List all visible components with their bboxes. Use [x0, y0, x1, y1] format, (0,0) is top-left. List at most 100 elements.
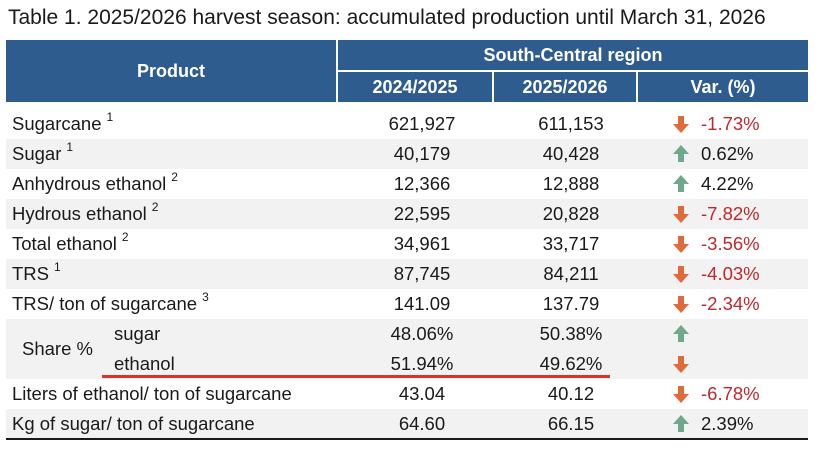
share-sugar-2024: 48.06% [390, 323, 454, 344]
trend-arrow [671, 259, 691, 289]
value-2025: 40,428 [542, 143, 600, 164]
arrow-down-icon [673, 356, 689, 373]
product-label: Liters of ethanol/ ton of sugarcane [12, 383, 292, 404]
product-label: Sugar [12, 143, 62, 164]
product-name: Sugar 1 [12, 139, 73, 169]
arrow-up-icon [673, 325, 689, 342]
value-2024: 87,745 [393, 263, 451, 284]
value-2025: 40.12 [547, 383, 595, 404]
footnote-marker: 1 [66, 140, 74, 154]
product-name: Sugarcane 1 [12, 109, 113, 139]
share-sugar-arrow [671, 319, 691, 349]
variation: -7.82% [701, 203, 760, 224]
table-row: TRS 1 87,745 84,211 -4.03% [6, 259, 808, 289]
trend-arrow [671, 169, 691, 199]
variation: 2.39% [701, 413, 754, 434]
share-sugar-2025: 50.38% [539, 323, 603, 344]
variation: -1.73% [701, 113, 760, 134]
footnote-marker: 1 [106, 110, 114, 124]
share-ethanol-2025: 49.62% [539, 353, 603, 374]
table-row: Total ethanol 2 34,961 33,717 -3.56% [6, 229, 808, 259]
variation: 0.62% [701, 143, 754, 164]
footnote-marker: 2 [121, 230, 129, 244]
arrow-down-icon [673, 236, 689, 253]
product-name: Liters of ethanol/ ton of sugarcane [12, 379, 292, 409]
table-row: Sugar 1 40,179 40,428 0.62% [6, 139, 808, 169]
table-row: Hydrous ethanol 2 22,595 20,828 -7.82% [6, 199, 808, 229]
table-row: Sugarcane 1 621,927 611,153 -1.73% [6, 109, 808, 139]
value-2024: 34,961 [393, 233, 451, 254]
product-label: Total ethanol [12, 233, 117, 254]
product-name: TRS/ ton of sugarcane 3 [12, 289, 209, 319]
value-2025: 33,717 [542, 233, 600, 254]
value-2024: 64.60 [398, 413, 446, 434]
value-2024: 43.04 [398, 383, 446, 404]
arrow-up-icon [673, 415, 689, 432]
product-name: Hydrous ethanol 2 [12, 199, 158, 229]
value-2025: 84,211 [543, 263, 599, 284]
share-ethanol-2024: 51.94% [390, 353, 454, 374]
product-name: Kg of sugar/ ton of sugarcane [12, 409, 255, 439]
header-col-2024-label: 2024/2025 [372, 76, 458, 97]
arrow-up-icon [673, 145, 689, 162]
value-2025: 66.15 [547, 413, 595, 434]
variation: -6.78% [701, 383, 760, 404]
header-col-2025: 2025/2026 [494, 72, 636, 102]
value-2025: 137.79 [542, 293, 600, 314]
trend-arrow [671, 289, 691, 319]
value-2024: 141.09 [393, 293, 451, 314]
arrow-down-icon [673, 116, 689, 133]
arrow-down-icon [673, 266, 689, 283]
header-col-2025-label: 2025/2026 [522, 76, 608, 97]
product-name: TRS 1 [12, 259, 61, 289]
footnote-marker: 1 [54, 260, 61, 274]
arrow-down-icon [673, 386, 689, 403]
trend-arrow [671, 139, 691, 169]
arrow-down-icon [673, 206, 689, 223]
table-row: TRS/ ton of sugarcane 3 141.09 137.79 -2.34% [6, 289, 808, 319]
header-region: South-Central region [338, 40, 808, 70]
product-name: Total ethanol 2 [12, 229, 129, 259]
table-bottom-rule [6, 438, 808, 440]
value-2025: 611,153 [538, 113, 604, 134]
variation: -3.56% [701, 233, 760, 254]
value-2024: 12,366 [393, 173, 451, 194]
footnote-marker: 2 [151, 200, 159, 214]
table-row: Kg of sugar/ ton of sugarcane 64.60 66.15 2… [6, 409, 808, 439]
trend-arrow [671, 199, 691, 229]
trend-arrow [671, 109, 691, 139]
value-2025: 20,828 [542, 203, 600, 224]
trend-arrow [671, 409, 691, 439]
footnote-marker: 3 [202, 290, 209, 304]
value-2024: 621,927 [388, 113, 456, 134]
value-2025: 12,888 [542, 173, 600, 194]
arrow-up-icon [673, 175, 689, 192]
product-name: Anhydrous ethanol 2 [12, 169, 178, 199]
value-2024: 22,595 [393, 203, 451, 224]
header-product-label: Product [136, 60, 205, 81]
product-label: TRS [12, 263, 49, 284]
header-col-2024: 2024/2025 [338, 72, 492, 102]
variation: -4.03% [701, 263, 760, 284]
product-label: TRS/ ton of sugarcane [12, 293, 198, 314]
product-label: Hydrous ethanol [12, 203, 147, 224]
table-row: Liters of ethanol/ ton of sugarcane 43.04… [6, 379, 808, 409]
trend-arrow [671, 379, 691, 409]
header-region-label: South-Central region [483, 44, 663, 65]
share-block: Share % sugar 48.06% 50.38% ethanol 51.9… [6, 319, 808, 379]
footnote-marker: 2 [171, 170, 178, 184]
variation: 4.22% [701, 173, 754, 194]
trend-arrow [671, 229, 691, 259]
header-product: Product [6, 40, 336, 102]
table-title: Table 1. 2025/2026 harvest season: accum… [8, 6, 766, 29]
product-label: Sugarcane [12, 113, 102, 134]
arrow-down-icon [673, 296, 689, 313]
header-col-var: Var. (%) [638, 72, 808, 102]
product-label: Anhydrous ethanol [12, 173, 167, 194]
product-label: Kg of sugar/ ton of sugarcane [12, 413, 255, 434]
table-row: Anhydrous ethanol 2 12,366 12,888 4.22% [6, 169, 808, 199]
header-col-var-label: Var. (%) [690, 76, 756, 97]
share-item-label: sugar [114, 323, 161, 344]
share-label: Share % [22, 338, 93, 359]
variation: -2.34% [701, 293, 760, 314]
